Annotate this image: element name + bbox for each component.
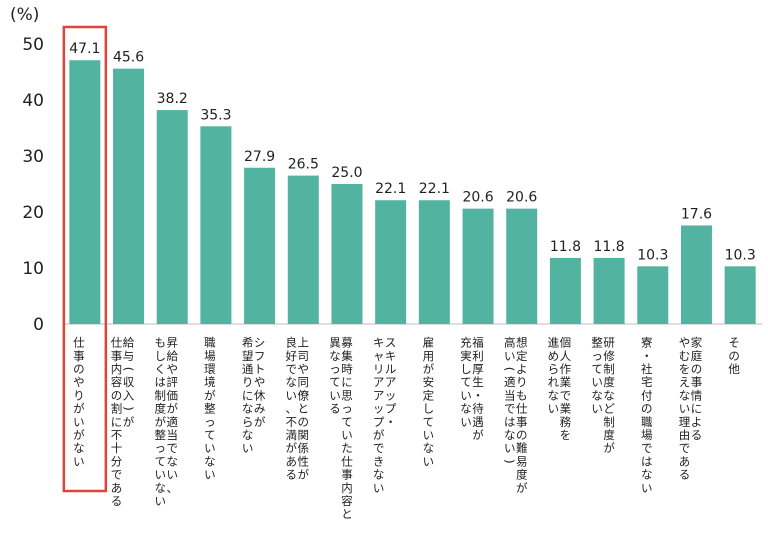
y-tick-label: 40 [22,91,44,111]
category-label: 職場環境が整っていない [204,336,216,482]
bars [69,60,756,325]
category-label: スキルアップ・キャリアアップができない [373,336,397,495]
highlight-box [62,25,108,493]
category-label-line: 高い適当ではない [504,336,516,456]
bar [200,126,232,324]
bar [375,200,407,324]
bar [593,257,625,324]
category-label: 給与収入が()仕事内容の割に不十分である [111,336,136,508]
category-label-line: 仕事のやりがいがない [73,336,85,469]
category-label-line: 家庭の事情による [691,336,703,442]
category-label-line: キャリアアップができない [373,336,385,495]
category-label-line: 雇用が安定していない [423,336,435,469]
bar-value-label: 17.6 [681,206,712,222]
bar [506,208,538,324]
bar [549,257,581,324]
bar [418,200,450,324]
category-label-line: 研修制度など制度が [603,336,615,456]
bar [287,175,319,324]
category-label-line: 整っていない [591,336,603,416]
category-label-paren: ) [122,406,136,411]
category-label-line: 上司や同僚との関係性が [298,336,310,482]
category-label: 雇用が安定していない [423,336,435,469]
category-label-line: 職場環境が整っていない [204,336,216,482]
highlight-frame [62,25,108,493]
bar-value-label: 22.1 [375,181,406,197]
category-label-paren: ( [503,367,517,372]
category-label-line: 募集時に思っていた仕事内容と [341,336,353,522]
bar-value-label: 20.6 [462,190,493,206]
category-labels: 仕事のやりがいがない給与収入が()仕事内容の割に不十分である昇給や評価が適当でな… [73,336,740,522]
bar-value-label: 27.9 [244,149,275,165]
y-tick-label: 10 [22,259,44,279]
bar-value-label: 10.3 [637,247,668,263]
category-label-line: その他 [728,336,740,376]
category-label: 昇給や評価が適当でない、もしくは制度が整っていない [154,336,178,508]
category-label-line: シフトや休みが [254,336,266,429]
category-label-line: やむをえない理由である [679,336,691,482]
bar-value-label: 26.5 [288,157,319,173]
category-label: その他 [728,336,740,376]
category-label-line: 充実していない [460,336,472,429]
category-label-line: 福利厚生・待遇が [472,336,484,442]
bar-value-label: 38.2 [157,91,188,107]
category-label-line: 個人作業で業務を [560,336,572,442]
bar [724,266,756,324]
bar-value-label: 11.8 [594,239,625,255]
category-label: 寮・社宅付の職場ではない [641,336,653,495]
bar [156,110,188,324]
category-label-line: 良好でない、不満がある [286,336,298,482]
bar-value-label: 47.1 [69,41,100,57]
bar [637,266,669,324]
category-label: 仕事のやりがいがない [73,336,85,469]
bar-value-label: 10.3 [725,247,756,263]
category-label-line: 寮・社宅付の職場ではない [641,336,653,495]
bar-value-label: 11.8 [550,239,581,255]
category-label-line: 給与収入が [123,336,135,429]
y-tick-label: 30 [22,147,44,167]
y-tick-label: 20 [22,203,44,223]
category-label-line: 異なっている [329,336,341,416]
category-label-line: 希望通りにならない [242,336,254,456]
bar [680,225,712,324]
bar [244,167,276,324]
value-labels: 47.1 45.6 38.2 35.3 27.9 26.5 25.0 22.1 22.1 20.6… [69,41,755,263]
bar-value-label: 20.6 [506,190,537,206]
category-label-line: 進められない [548,336,560,416]
bar-value-label: 22.1 [419,181,450,197]
category-label-line: 昇給や評価が適当でない、 [166,336,178,495]
bar [113,68,145,324]
category-label-line: スキルアップ・ [385,336,397,429]
category-label-line: もしくは制度が整っていない [154,336,166,508]
category-label-line: 仕事内容の割に不十分である [111,336,123,508]
category-label-line: 想定よりも仕事の難易度が [516,336,528,495]
bar-value-label: 45.6 [113,50,144,66]
bar [69,60,101,325]
bar [331,184,363,324]
category-label-paren: ( [122,367,136,372]
category-label-paren: ) [503,459,517,464]
bar-value-label: 25.0 [331,165,362,181]
bar [462,208,494,324]
y-tick-label: 0 [33,315,44,335]
y-tick-label: 50 [22,35,44,55]
bar-value-label: 35.3 [200,107,231,123]
y-unit-label: (%) [10,5,39,25]
